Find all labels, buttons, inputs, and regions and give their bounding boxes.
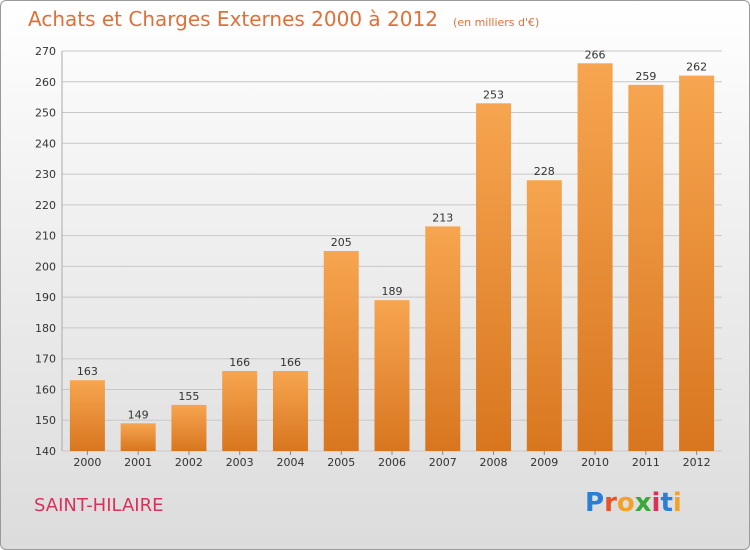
bar-2005[interactable] [323, 251, 359, 451]
proxiti-logo[interactable]: Proxiti [585, 488, 682, 518]
value-label-2006: 189 [382, 285, 403, 298]
y-tick-label: 240 [35, 137, 56, 150]
bar-2003[interactable] [222, 371, 258, 451]
bar-2008[interactable] [476, 103, 512, 452]
value-label-2003: 166 [229, 356, 250, 369]
x-tick-label-2005: 2005 [327, 456, 355, 469]
x-axis: 2000 2001 2002 2003 2004 2005 2006 2007 2008 2009… [73, 451, 711, 469]
x-tick-label-2004: 2004 [276, 456, 304, 469]
x-tick-label-2008: 2008 [480, 456, 508, 469]
x-tick-label-2002: 2002 [175, 456, 203, 469]
x-tick-label-2003: 2003 [226, 456, 254, 469]
x-tick-label-2011: 2011 [632, 456, 660, 469]
city-name: SAINT-HILAIRE [34, 495, 164, 516]
y-tick-label: 270 [35, 45, 56, 58]
y-tick-label: 230 [35, 168, 56, 181]
logo-letter: i [672, 488, 682, 518]
y-tick-label: 190 [35, 291, 56, 304]
x-tick-label-2012: 2012 [683, 456, 711, 469]
value-label-2009: 228 [534, 165, 555, 178]
y-axis: 140 150 160 170 180 190 200 210 220 230 240 250 260 2… [35, 45, 63, 458]
x-tick-label-2006: 2006 [378, 456, 406, 469]
value-label-2012: 262 [686, 61, 707, 74]
bar-2006[interactable] [374, 300, 410, 451]
value-label-2007: 213 [432, 211, 453, 224]
chart-title-text: Achats et Charges Externes 2000 à 2012 [28, 7, 438, 31]
bar-2012[interactable] [679, 75, 715, 451]
y-tick-label: 250 [35, 107, 56, 120]
value-label-2002: 155 [178, 390, 199, 403]
value-label-2005: 205 [331, 236, 352, 249]
value-label-2004: 166 [280, 356, 301, 369]
chart-title: Achats et Charges Externes 2000 à 2012 (… [28, 7, 539, 31]
bar-2010[interactable] [577, 63, 613, 452]
bar-2002[interactable] [171, 404, 207, 451]
value-label-2008: 253 [483, 88, 504, 101]
x-tick-label-2009: 2009 [530, 456, 558, 469]
bar-2007[interactable] [425, 226, 461, 451]
y-tick-label: 140 [35, 445, 56, 458]
logo-letter: i [651, 488, 661, 518]
chart-unit-note: (en milliers d'€) [453, 16, 540, 29]
logo-letter: t [660, 488, 673, 518]
y-tick-label: 160 [35, 383, 56, 396]
logo-letter: x [634, 488, 652, 518]
y-tick-label: 150 [35, 414, 56, 427]
value-label-2010: 266 [585, 48, 606, 61]
logo-letter: P [585, 488, 605, 518]
bar-2011[interactable] [628, 84, 664, 451]
x-tick-label-2000: 2000 [73, 456, 101, 469]
logo-letter: o [616, 488, 635, 518]
value-label-2000: 163 [77, 365, 98, 378]
bar-2001[interactable] [120, 423, 156, 451]
x-tick-label-2001: 2001 [124, 456, 152, 469]
bar-2004[interactable] [272, 371, 308, 451]
bar-2000[interactable] [69, 380, 105, 451]
x-tick-label-2010: 2010 [581, 456, 609, 469]
value-label-2011: 259 [635, 70, 656, 83]
logo-letter: r [604, 488, 617, 518]
y-tick-label: 170 [35, 353, 56, 366]
bars: 163 149 155 166 166 205 189 213 253 228 266 259 262 [69, 48, 715, 452]
bar-2009[interactable] [526, 180, 562, 451]
y-tick-label: 180 [35, 322, 56, 335]
y-tick-label: 200 [35, 260, 56, 273]
y-tick-label: 210 [35, 230, 56, 243]
y-tick-label: 220 [35, 199, 56, 212]
x-tick-label-2007: 2007 [429, 456, 457, 469]
value-label-2001: 149 [128, 408, 149, 421]
y-tick-label: 260 [35, 76, 56, 89]
